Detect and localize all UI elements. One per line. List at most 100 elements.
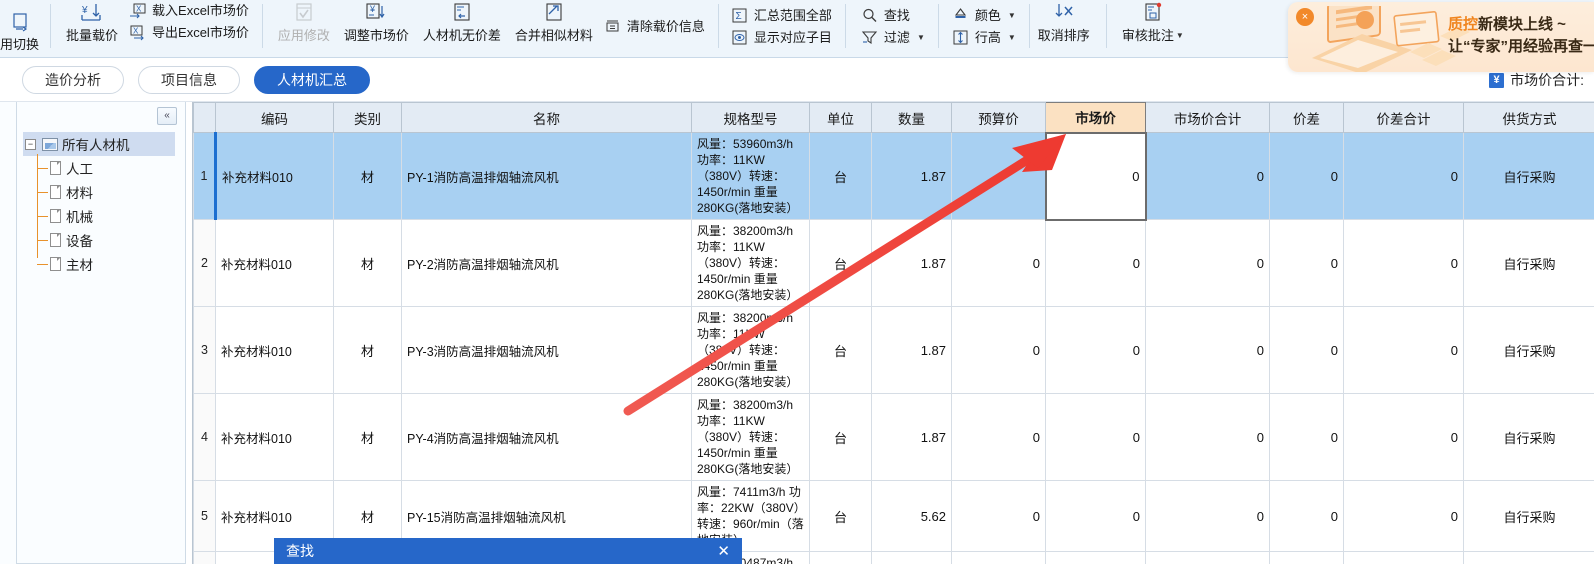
col-header-spec[interactable]: 规格型号 (691, 102, 810, 133)
cell-market-price[interactable]: 0 (1045, 480, 1146, 552)
tree-collapse-toggle-icon[interactable]: − (25, 138, 36, 150)
tree-node-all-resources[interactable]: − 所有人材机 (23, 132, 175, 156)
cell-budget-price[interactable]: 0 (951, 480, 1046, 552)
cell-price-diff-total[interactable]: 0 (1343, 480, 1464, 552)
cell-unit[interactable]: 台 (809, 219, 872, 307)
cell-supply-method[interactable]: 自行采购 (1463, 551, 1594, 564)
find-dialog-titlebar[interactable]: 查找 ✕ (274, 538, 742, 564)
cell-budget-price[interactable]: 0 (951, 551, 1046, 564)
cell-category[interactable]: 材 (333, 306, 402, 394)
cell-quantity[interactable]: 0.91 (871, 551, 952, 564)
ribbon-button-apply-change[interactable]: 应用修改 (271, 0, 337, 43)
table-row[interactable]: 1 补充材料010 材 PY-1消防高温排烟轴流风机 风量：53960m3/h … (193, 131, 1594, 221)
tree-node-material[interactable]: 材料 (37, 180, 185, 204)
col-header-unit[interactable]: 单位 (809, 102, 872, 133)
cell-market-price-total[interactable]: 0 (1145, 480, 1270, 552)
cell-category[interactable]: 材 (333, 219, 402, 307)
cell-name[interactable]: PY-1消防高温排烟轴流风机 (401, 132, 692, 220)
tree-node-equipment[interactable]: 设备 (37, 228, 185, 252)
cell-quantity[interactable]: 1.87 (871, 306, 952, 394)
cell-market-price[interactable]: 0 (1045, 393, 1146, 481)
ribbon-button-cancel-sort[interactable]: 取消排序 (1031, 0, 1097, 43)
ribbon-button-no-price-diff[interactable]: 人材机无价差 (416, 0, 508, 43)
col-header-market-price[interactable]: 市场价 (1045, 102, 1146, 133)
cell-name[interactable]: PY-3消防高温排烟轴流风机 (401, 306, 692, 394)
cell-market-price[interactable]: 0 (1045, 306, 1146, 394)
cell-market-price-total[interactable]: 0 (1145, 393, 1270, 481)
cell-category[interactable]: 材 (333, 393, 402, 481)
cell-market-price[interactable]: 0 (1044, 131, 1147, 221)
ribbon-button-review-comment[interactable]: 审核批注 ▼ (1115, 0, 1191, 43)
cell-unit[interactable]: 台 (809, 551, 872, 564)
cell-price-diff[interactable]: 0 (1269, 480, 1344, 552)
col-header-supply-method[interactable]: 供货方式 (1463, 102, 1594, 133)
cell-price-diff-total[interactable]: 0 (1343, 393, 1464, 481)
ribbon-button-switch[interactable]: 用切换 (0, 9, 46, 52)
col-header-code[interactable]: 编码 (215, 102, 334, 133)
cell-budget-price[interactable] (951, 132, 1046, 220)
col-header-quantity[interactable]: 数量 (871, 102, 952, 133)
cell-unit[interactable]: 台 (809, 480, 872, 552)
cell-price-diff[interactable]: 0 (1269, 306, 1344, 394)
cell-price-diff[interactable]: 0 (1269, 393, 1344, 481)
cell-category[interactable]: 材 (333, 132, 402, 220)
cell-spec[interactable]: 风量：38200m3/h 功率：11KW（380V）转速：1450r/min 重… (691, 306, 810, 394)
cell-supply-method[interactable]: 自行采购 (1463, 393, 1594, 481)
cell-spec[interactable]: 风量：38200m3/h 功率：11KW（380V）转速：1450r/min 重… (691, 219, 810, 307)
ribbon-button-show-subitem[interactable]: 显示对应子目 (727, 28, 836, 48)
col-header-market-price-total[interactable]: 市场价合计 (1145, 102, 1270, 133)
table-row[interactable]: 3 补充材料010 材 PY-3消防高温排烟轴流风机 风量：38200m3/h … (193, 306, 1594, 394)
cell-unit[interactable]: 台 (809, 393, 872, 481)
cell-name[interactable]: PY-15消防高温排烟轴流风机 (401, 480, 692, 552)
resource-data-grid[interactable]: 编码 类别 名称 规格型号 单位 数量 预算价 市场价 市场价合计 价差 价差合… (192, 102, 1594, 564)
cell-budget-price[interactable]: 0 (951, 219, 1046, 307)
cell-price-diff-total[interactable]: 0 (1343, 219, 1464, 307)
ribbon-button-row-height[interactable]: 行高 ▼ (948, 28, 1020, 48)
tree-node-main-material[interactable]: 主材 (37, 252, 185, 276)
col-header-price-diff[interactable]: 价差 (1269, 102, 1344, 133)
tab-resource-summary[interactable]: 人材机汇总 (254, 65, 370, 94)
cell-name[interactable]: PY-2消防高温排烟轴流风机 (401, 219, 692, 307)
cell-market-price-total[interactable]: 0 (1145, 132, 1270, 220)
cell-price-diff[interactable]: 0 (1269, 132, 1344, 220)
ribbon-button-merge-similar-material[interactable]: 合并相似材料 (508, 0, 600, 43)
table-row[interactable]: 2 补充材料010 材 PY-2消防高温排烟轴流风机 风量：38200m3/h … (193, 219, 1594, 307)
cell-quantity[interactable]: 5.62 (871, 480, 952, 552)
cell-price-diff-total[interactable]: 0 (1343, 306, 1464, 394)
ribbon-button-color[interactable]: 颜色 ▼ (948, 6, 1020, 26)
cell-code[interactable]: 补充材料010 (215, 219, 334, 307)
col-header-category[interactable]: 类别 (333, 102, 402, 133)
cell-price-diff-total[interactable]: 0 (1343, 132, 1464, 220)
cell-market-price-total[interactable]: 0 (1145, 219, 1270, 307)
cell-quantity[interactable]: 1.87 (871, 132, 952, 220)
ribbon-button-export-excel-price[interactable]: X 导出Excel市场价 (125, 23, 253, 43)
cell-code[interactable]: 补充材料010 (215, 393, 334, 481)
tree-node-machine[interactable]: 机械 (37, 204, 185, 228)
tab-project-info[interactable]: 项目信息 (138, 65, 240, 94)
cell-market-price-total[interactable]: 0 (1145, 306, 1270, 394)
tree-node-labor[interactable]: 人工 (37, 156, 185, 180)
cell-budget-price[interactable]: 0 (951, 393, 1046, 481)
cell-market-price-total[interactable]: 0 (1145, 551, 1270, 564)
col-header-budget-price[interactable]: 预算价 (951, 102, 1046, 133)
cell-market-price[interactable]: 0 (1045, 551, 1146, 564)
ribbon-button-adjust-market-price[interactable]: ¥ 调整市场价 (337, 0, 416, 43)
close-icon[interactable]: ✕ (717, 543, 730, 560)
cell-quantity[interactable]: 1.87 (871, 393, 952, 481)
ribbon-button-sum-range-all[interactable]: Σ 汇总范围全部 (727, 6, 836, 26)
cell-budget-price[interactable]: 0 (951, 306, 1046, 394)
cell-code[interactable]: 补充材料010 (214, 132, 334, 220)
cell-price-diff[interactable]: 0 (1269, 551, 1344, 564)
cell-supply-method[interactable]: 自行采购 (1463, 480, 1594, 552)
col-header-price-diff-total[interactable]: 价差合计 (1343, 102, 1464, 133)
collapse-panel-button[interactable]: « (157, 107, 177, 125)
cell-market-price[interactable]: 0 (1045, 219, 1146, 307)
ribbon-button-find[interactable]: 查找 (857, 6, 929, 26)
tab-cost-analysis[interactable]: 造价分析 (22, 65, 124, 94)
cell-unit[interactable]: 台 (809, 306, 872, 394)
cell-spec[interactable]: 风量：38200m3/h 功率：11KW（380V）转速：1450r/min 重… (691, 393, 810, 481)
cell-code[interactable]: 补充材料010 (215, 306, 334, 394)
cell-name[interactable]: PY-4消防高温排烟轴流风机 (401, 393, 692, 481)
cell-supply-method[interactable]: 自行采购 (1463, 219, 1594, 307)
